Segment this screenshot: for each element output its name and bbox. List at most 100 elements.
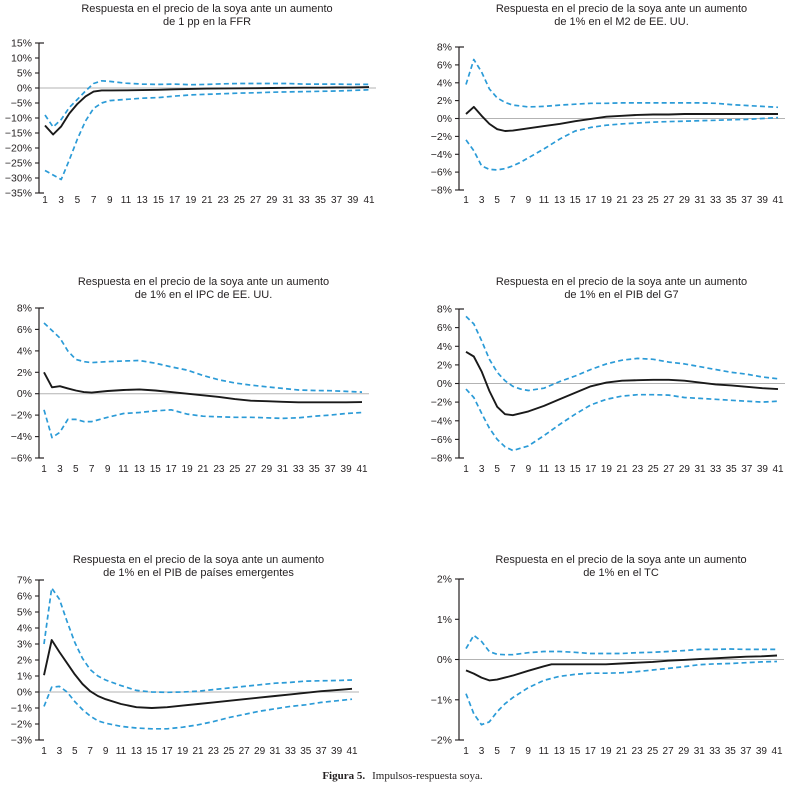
svg-text:7: 7 [510,746,516,757]
svg-text:41: 41 [772,464,784,475]
svg-text:0%: 0% [17,687,32,699]
chart-plot: 15%10%5%0%−5%−10%−15%−20%−25%−30%−35%1 3 5… [5,38,376,206]
svg-text:33: 33 [710,195,722,206]
svg-text:3: 3 [57,746,63,757]
svg-text:3: 3 [479,746,485,757]
chart-title-line1: Respuesta en el precio de la soya ante u… [495,554,747,566]
chart-plot: 8%6%4%2%0%−2%−4%−6%1 3 5 7 9 11 13 15 17 19 21 23 25… [11,303,369,475]
svg-text:35: 35 [726,195,738,206]
svg-text:19: 19 [601,464,613,475]
svg-text:41: 41 [771,746,783,757]
svg-text:17: 17 [162,746,174,757]
svg-text:25: 25 [234,195,246,206]
svg-text:13: 13 [131,746,143,757]
svg-text:17: 17 [585,195,597,206]
svg-text:11: 11 [116,746,127,757]
svg-text:39: 39 [341,464,353,475]
svg-text:−6%: −6% [431,434,452,446]
svg-text:33: 33 [710,464,722,475]
svg-text:31: 31 [269,746,281,757]
svg-text:31: 31 [694,464,706,475]
svg-text:17: 17 [585,746,597,757]
svg-text:3: 3 [57,464,63,475]
svg-text:21: 21 [201,195,213,206]
svg-text:2%: 2% [437,95,452,107]
chart-title-line2: de 1% en el TC [583,567,659,579]
svg-text:0%: 0% [17,83,32,95]
chart-m2-eeuu: Respuesta en el precio de la soya ante u… [403,0,805,235]
svg-text:33: 33 [285,746,297,757]
svg-text:31: 31 [694,746,706,757]
svg-text:−2%: −2% [431,131,452,143]
svg-text:17: 17 [585,464,597,475]
svg-text:0%: 0% [17,388,32,400]
svg-text:19: 19 [182,464,194,475]
svg-text:31: 31 [277,464,289,475]
svg-text:3: 3 [479,195,485,206]
svg-text:1: 1 [463,464,469,475]
svg-text:5: 5 [72,746,78,757]
svg-text:31: 31 [694,195,706,206]
svg-text:37: 37 [316,746,328,757]
svg-text:3: 3 [479,464,485,475]
svg-text:15: 15 [570,464,582,475]
svg-text:39: 39 [331,746,343,757]
svg-text:19: 19 [600,746,612,757]
svg-text:−35%: −35% [5,188,32,200]
svg-text:29: 29 [254,746,266,757]
svg-text:37: 37 [741,195,753,206]
svg-text:−25%: −25% [5,158,32,170]
svg-text:1: 1 [463,746,469,757]
svg-text:−3%: −3% [11,735,32,747]
svg-text:27: 27 [239,746,251,757]
svg-text:4%: 4% [17,345,32,357]
svg-text:6%: 6% [17,324,32,336]
chart-title-line1: Respuesta en el precio de la soya ante u… [495,276,748,288]
svg-text:1%: 1% [437,614,452,626]
svg-text:25: 25 [648,195,660,206]
svg-text:−5%: −5% [11,98,32,110]
chart-title-line2: de 1% en el PIB de países emergentes [103,567,294,579]
svg-text:−10%: −10% [5,113,32,125]
svg-text:11: 11 [539,195,550,206]
svg-text:9: 9 [525,746,531,757]
figure-caption-text: Impulsos-respuesta soya. [372,770,483,782]
svg-text:1: 1 [41,746,47,757]
svg-text:−1%: −1% [11,703,32,715]
chart-title: Respuesta en el precio de la soya ante u… [459,276,784,302]
svg-text:13: 13 [554,195,566,206]
svg-text:25: 25 [648,464,660,475]
svg-text:39: 39 [757,464,769,475]
svg-text:23: 23 [632,464,644,475]
svg-text:2%: 2% [437,359,452,371]
chart-tc: Respuesta en el precio de la soya ante u… [403,538,805,773]
svg-text:3%: 3% [17,639,32,651]
svg-text:4%: 4% [17,623,32,635]
chart-title-line1: Respuesta en el precio de la soya ante u… [72,554,325,566]
figure-caption: Figura 5. Impulsos-respuesta soya. [0,770,805,782]
svg-text:21: 21 [192,746,204,757]
svg-text:−2%: −2% [431,735,452,747]
svg-text:25: 25 [647,746,659,757]
chart-title-line2: de 1% en el M2 de EE. UU. [554,16,689,28]
svg-text:27: 27 [663,195,675,206]
svg-text:15: 15 [146,746,158,757]
svg-text:19: 19 [177,746,189,757]
svg-text:1: 1 [42,195,48,206]
chart-plot: 2%1%0%−1%−2%1 3 5 7 9 11 13 15 17 19 21 23 25 27 29 31 3… [431,574,784,757]
svg-text:1: 1 [41,464,47,475]
svg-text:11: 11 [539,746,550,757]
svg-text:23: 23 [208,746,220,757]
svg-text:13: 13 [554,746,566,757]
svg-text:17: 17 [169,195,181,206]
svg-text:2%: 2% [437,574,452,586]
svg-text:15: 15 [153,195,165,206]
svg-text:21: 21 [616,464,628,475]
svg-text:41: 41 [363,195,375,206]
chart-title: Respuesta en el precio de la soya ante u… [459,554,783,580]
svg-text:−8%: −8% [431,185,452,197]
svg-text:4%: 4% [437,341,452,353]
svg-text:−1%: −1% [431,694,452,706]
svg-text:21: 21 [616,746,628,757]
